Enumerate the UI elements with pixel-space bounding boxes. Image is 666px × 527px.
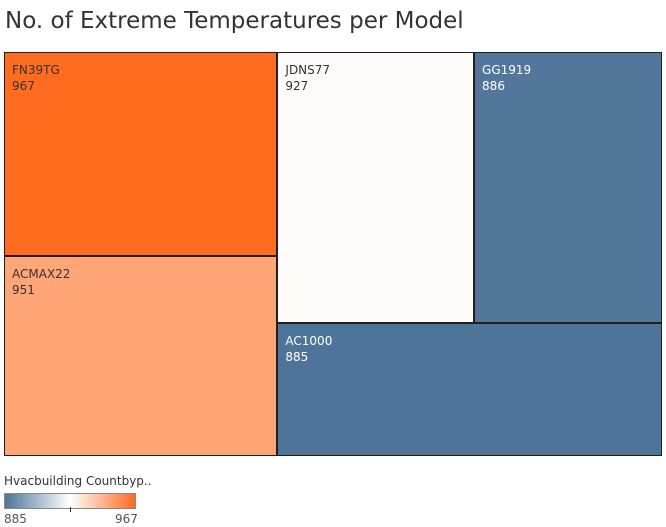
tile-label: GG1919 886 [482, 62, 531, 94]
treemap-tile-jdns77[interactable]: JDNS77 927 [277, 52, 475, 324]
tile-value: 886 [482, 79, 505, 93]
tile-value: 885 [285, 350, 309, 365]
tile-name: JDNS77 [285, 63, 331, 77]
legend-max-label: 967 [115, 512, 138, 526]
treemap-tile-acmax22[interactable]: ACMAX22 951 [4, 255, 278, 456]
legend-title: Hvacbuilding Countbyp.. [4, 474, 152, 488]
treemap-tile-ac1000[interactable]: AC1000 885 [277, 323, 662, 456]
tile-name: AC1000 [285, 334, 333, 349]
chart-title: No. of Extreme Temperatures per Model [5, 8, 464, 34]
tile-label: ACMAX22 951 [12, 266, 70, 298]
tile-value: 967 [12, 79, 35, 93]
treemap: FN39TG 967 ACMAX22 951 JDNS77 927 GG1919 886 AC1… [4, 52, 662, 456]
tile-label: FN39TG 967 [12, 62, 60, 94]
legend-min-label: 885 [4, 512, 27, 526]
treemap-tile-gg1919[interactable]: GG1919 886 [474, 52, 662, 324]
tile-label: JDNS77 927 [285, 62, 330, 94]
tile-value: 951 [12, 282, 35, 297]
legend-mid-tick [70, 507, 71, 512]
tile-name: ACMAX22 [12, 266, 71, 281]
tile-name: GG1919 [482, 63, 532, 77]
color-legend: Hvacbuilding Countbyp.. 885 967 [4, 474, 154, 526]
tile-value: 927 [285, 79, 309, 93]
treemap-tile-fn39tg[interactable]: FN39TG 967 [4, 52, 278, 256]
tile-label: AC1000 885 [285, 333, 332, 365]
tile-name: FN39TG [12, 63, 60, 77]
